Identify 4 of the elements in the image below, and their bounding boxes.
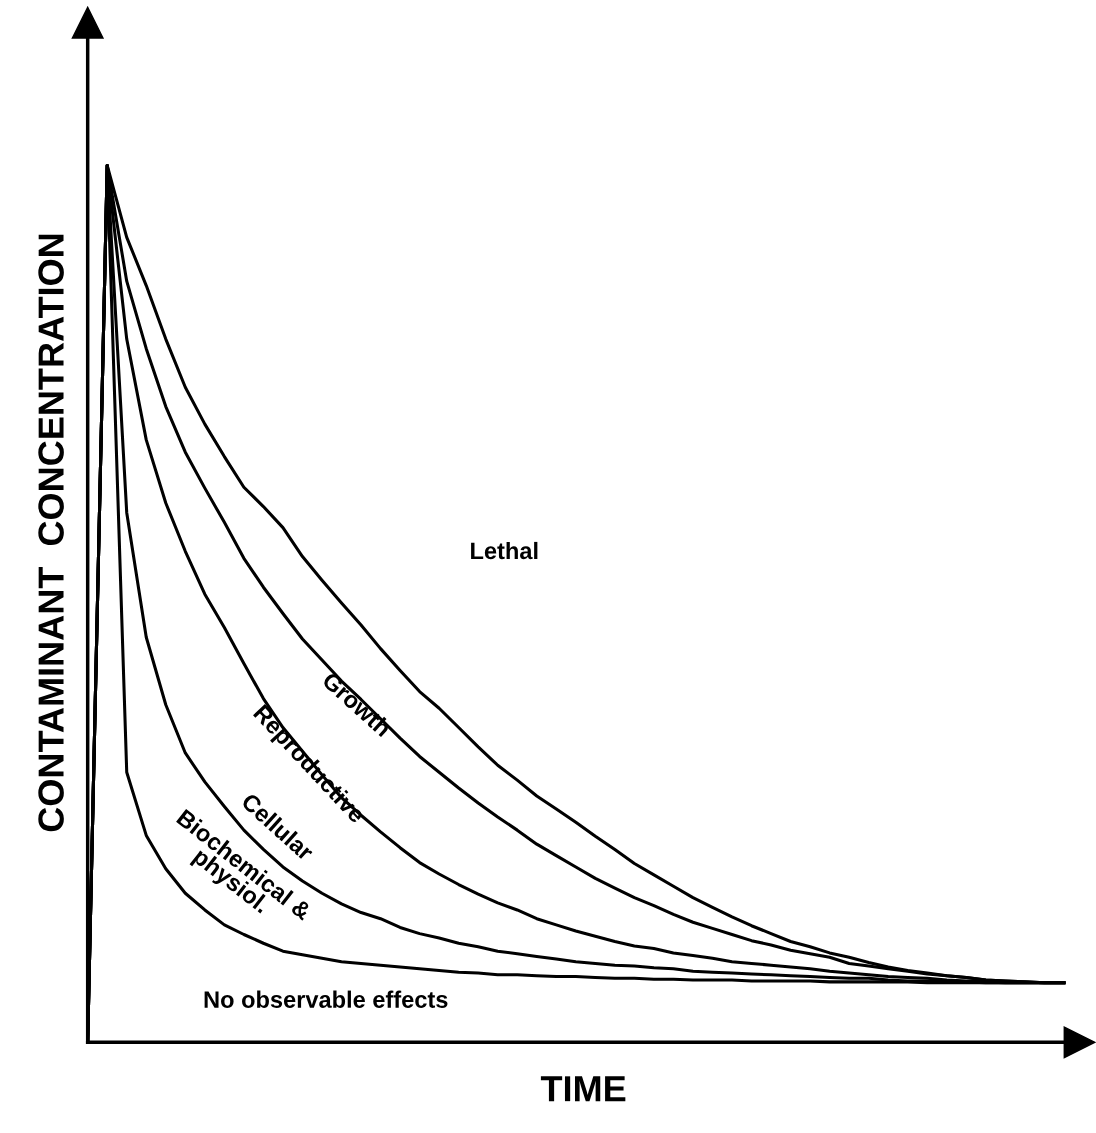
x-axis-title: TIME — [540, 1076, 626, 1102]
y-axis-title: CONTAMINANT CONCENTRATION — [38, 234, 64, 832]
annotation: Lethal — [471, 541, 538, 560]
annotation: No observable effects — [204, 990, 448, 1008]
